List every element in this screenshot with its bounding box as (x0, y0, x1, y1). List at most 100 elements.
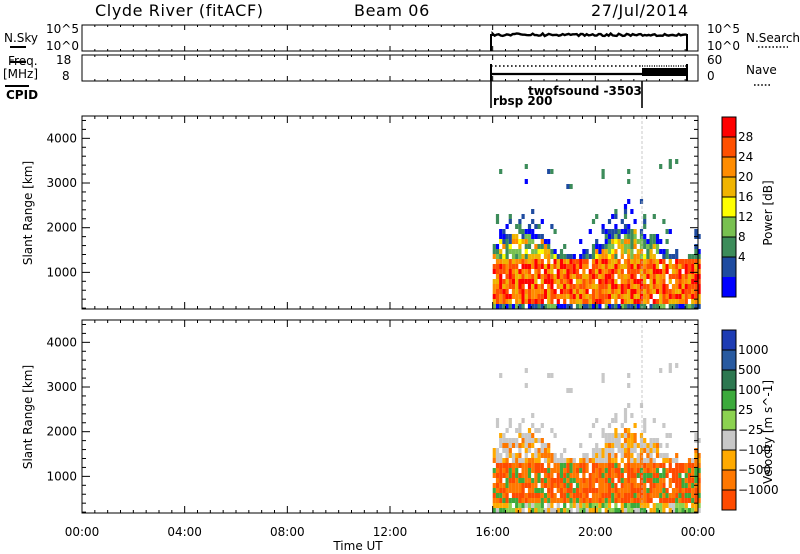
power-cell (575, 274, 580, 279)
velocity-cell (511, 443, 516, 448)
velocity-cell (604, 483, 608, 488)
power-cell (659, 294, 663, 299)
velocity-cell (646, 453, 650, 458)
velocity-cell (691, 468, 695, 473)
power-cell (595, 214, 599, 219)
time-tick-label: 00:00 (65, 525, 100, 539)
time-tick-label: 16:00 (475, 525, 510, 539)
velocity-cell (518, 448, 522, 453)
power-cell (652, 274, 656, 279)
nsky-panel (81, 24, 699, 81)
power-cell (547, 274, 551, 279)
velocity-cell (511, 488, 516, 493)
power-cell (620, 294, 624, 299)
power-cell (511, 269, 516, 274)
power-cell (668, 159, 672, 164)
power-cell (652, 234, 656, 239)
colorbar-segment (722, 137, 736, 158)
power-cell (639, 264, 644, 269)
velocity-cell (617, 443, 621, 448)
velocity-cell (636, 488, 640, 493)
power-cell (649, 234, 653, 239)
velocity-cell (620, 468, 624, 473)
power-cell (662, 274, 666, 279)
velocity-cell (515, 443, 519, 448)
velocity-cell (524, 468, 528, 473)
velocity-cell (527, 493, 532, 498)
velocity-cell (499, 373, 503, 378)
power-cell (550, 304, 554, 309)
velocity-cell (559, 453, 564, 458)
date-title: 27/Jul/2014 (591, 1, 689, 20)
power-cell (639, 304, 644, 309)
power-cell (566, 184, 570, 189)
power-cell (668, 274, 672, 279)
power-cell (591, 284, 596, 289)
cpid-name-2: twofsound -3503 (528, 84, 642, 98)
power-cell (675, 294, 679, 299)
power-cell (511, 304, 516, 309)
velocity-cell (492, 453, 496, 458)
velocity-cell (515, 428, 519, 433)
velocity-cell (575, 503, 580, 508)
velocity-cell (534, 463, 538, 468)
velocity-cell (636, 453, 640, 458)
colorbar-tick-label: 12 (738, 210, 753, 224)
power-cell (643, 254, 647, 259)
power-cell (601, 284, 605, 289)
velocity-cell (639, 478, 644, 483)
power-cell (553, 289, 557, 294)
power-cell (547, 239, 551, 244)
power-cell (511, 239, 516, 244)
velocity-cell (630, 498, 634, 503)
power-cell (518, 289, 522, 294)
velocity-cell (627, 483, 631, 488)
power-cell (633, 264, 637, 269)
velocity-cell (604, 438, 608, 443)
velocity-cell (607, 458, 612, 463)
velocity-cell (534, 428, 538, 433)
velocity-cell (652, 458, 656, 463)
velocity-cell (643, 478, 647, 483)
velocity-cell (681, 503, 685, 508)
power-cell (639, 269, 644, 274)
velocity-cell (499, 443, 503, 448)
power-cell (646, 274, 650, 279)
colorbar-segment (722, 430, 736, 451)
power-cell (601, 249, 605, 254)
power-cell (623, 224, 628, 229)
velocity-cell (547, 473, 551, 478)
velocity-cell (668, 468, 672, 473)
power-cell (531, 254, 535, 259)
velocity-cell (515, 488, 519, 493)
power-cell (534, 264, 538, 269)
velocity-cell (502, 498, 506, 503)
power-cell (537, 269, 541, 274)
range-tick-label: 2000 (46, 221, 77, 235)
velocity-cell (678, 493, 682, 498)
velocity-cell (675, 463, 679, 468)
velocity-cell (566, 483, 570, 488)
velocity-cell (668, 433, 672, 438)
power-cell (531, 234, 535, 239)
velocity-cell (531, 483, 535, 488)
power-cell (540, 239, 544, 244)
velocity-cell (694, 453, 698, 458)
velocity-cell (521, 463, 525, 468)
velocity-cell (527, 443, 532, 448)
power-cell (579, 294, 583, 299)
velocity-cell (511, 478, 516, 483)
colorbar-tick-label: −25 (738, 423, 763, 437)
velocity-cell (547, 443, 551, 448)
colorbar-segment (722, 470, 736, 491)
power-cell (569, 259, 573, 264)
velocity-cell (515, 508, 519, 513)
power-cell (492, 289, 496, 294)
power-cell (604, 294, 608, 299)
velocity-cell (508, 453, 512, 458)
velocity-cell (559, 488, 564, 493)
velocity-cell (508, 508, 512, 513)
power-cell (694, 254, 698, 259)
power-cell (607, 249, 612, 254)
velocity-cell (559, 463, 564, 468)
